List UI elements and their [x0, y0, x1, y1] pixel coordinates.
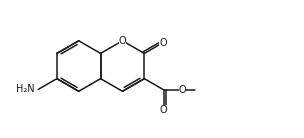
Text: O: O — [179, 85, 186, 95]
Text: O: O — [160, 105, 168, 115]
Text: H₂N: H₂N — [16, 84, 34, 94]
Text: O: O — [159, 38, 167, 48]
Text: O: O — [119, 36, 126, 46]
